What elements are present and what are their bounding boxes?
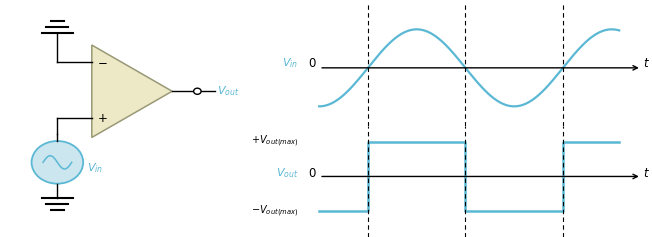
Text: $V_{out}$: $V_{out}$ [216,84,239,98]
Text: $t$: $t$ [644,167,650,180]
Text: $0$: $0$ [308,167,317,180]
Text: $-V_{out(max)}$: $-V_{out(max)}$ [250,204,298,219]
Text: $+$: $+$ [96,112,107,125]
Text: $V_{in}$: $V_{in}$ [282,56,298,70]
Circle shape [31,141,83,184]
Text: $-$: $-$ [96,55,107,68]
Text: $0$: $0$ [308,57,317,70]
Text: $V_{in}$: $V_{in}$ [87,161,104,175]
Circle shape [194,88,201,94]
Text: $V_{out}$: $V_{out}$ [276,167,298,180]
Text: $+V_{out(max)}$: $+V_{out(max)}$ [250,134,298,149]
Text: $t$: $t$ [644,57,650,70]
Polygon shape [92,45,172,137]
